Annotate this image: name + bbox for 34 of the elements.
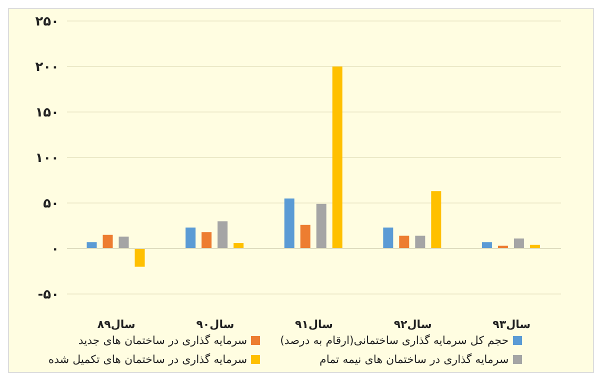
x-tick-label: سال۹۱: [295, 318, 333, 331]
legend-label: سرمایه گذاری در ساختمان های تکمیل شده: [48, 353, 248, 366]
y-tick-label: ۵۰: [43, 196, 59, 212]
legend-label: سرمایه گذاری در ساختمان های نیمه تمام: [320, 353, 509, 366]
bar: [482, 242, 492, 248]
bar: [316, 204, 326, 248]
x-tick-label: سال۹۰: [196, 318, 234, 331]
bar: [514, 238, 524, 248]
bar: [415, 236, 426, 248]
legend-label: سرمایه گذاری در ساختمان های جدید: [78, 334, 248, 347]
x-tick-label: سال۸۹: [97, 318, 136, 331]
x-tick-label: سال۹۳: [492, 318, 531, 331]
bar: [284, 198, 294, 248]
x-tick-label: سال۹۲: [394, 318, 432, 331]
bar: [102, 234, 113, 248]
bar: [431, 191, 442, 248]
y-tick-label: ۱۵۰: [35, 106, 59, 121]
bar: [118, 236, 129, 248]
bar: [86, 242, 97, 248]
bar: [202, 232, 212, 248]
y-tick-label: ۰: [51, 242, 59, 258]
bar: [218, 221, 228, 248]
bar: [134, 248, 145, 267]
bar: [399, 236, 410, 248]
bar: [300, 224, 310, 248]
y-tick-label: -۵۰: [38, 288, 59, 303]
y-tick-label: ۲۵۰: [35, 14, 59, 30]
bar: [234, 243, 244, 248]
y-tick-label: ۱۰۰: [35, 151, 59, 166]
bar: [332, 66, 342, 248]
y-tick-label: ۲۰۰: [35, 60, 59, 76]
bar: [383, 228, 394, 248]
bar: [186, 228, 196, 248]
legend-label: حجم کل سرمایه گذاری ساختمانی(ارقام به درصد): [280, 334, 509, 347]
